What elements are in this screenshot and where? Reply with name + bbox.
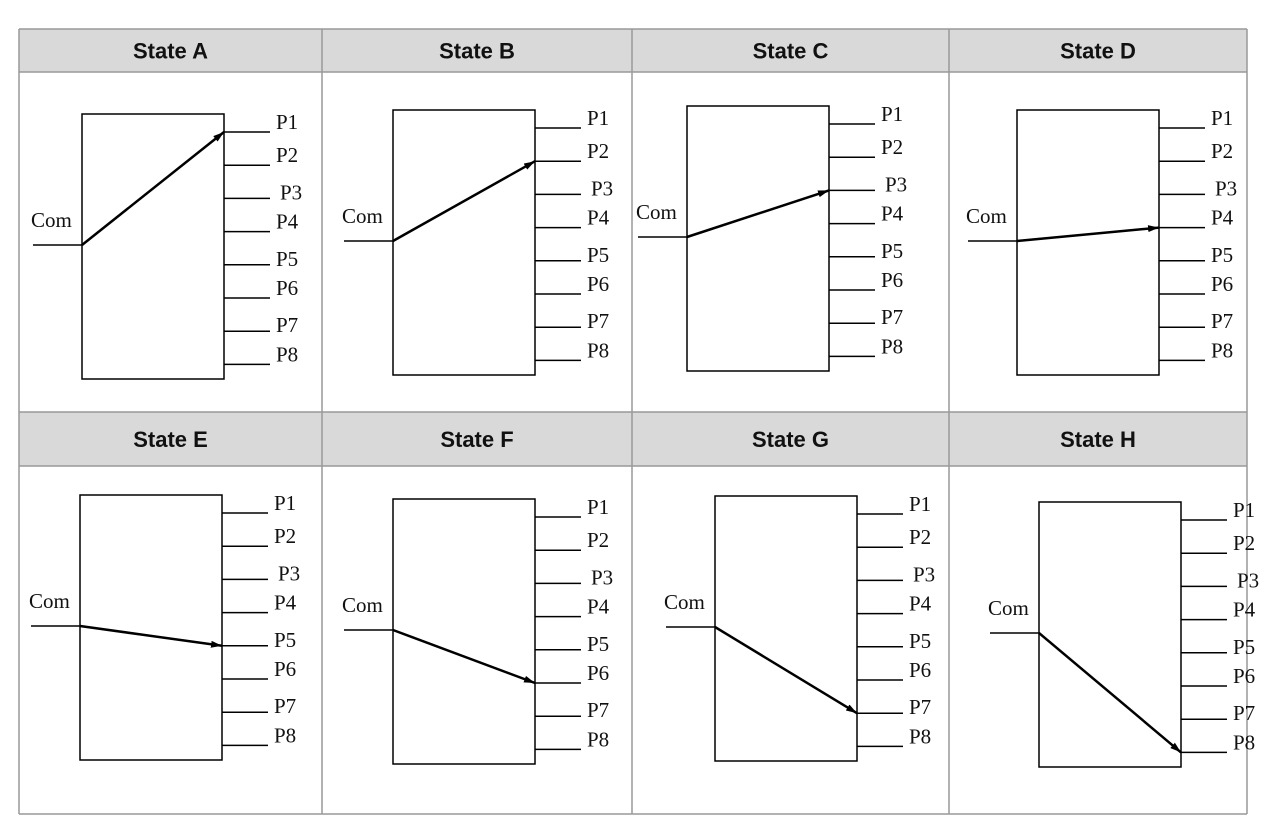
switch-arrow xyxy=(1038,632,1182,754)
port-label: P3 xyxy=(280,180,302,204)
port-label: P6 xyxy=(1211,272,1233,296)
port-label: P5 xyxy=(276,247,298,271)
port-label: P6 xyxy=(587,661,609,685)
state-title: State A xyxy=(133,39,208,64)
port-label: P8 xyxy=(276,342,298,366)
port-label: P4 xyxy=(276,210,299,234)
port-label: P8 xyxy=(1233,730,1255,754)
port-label: P3 xyxy=(885,172,907,196)
port-label: P8 xyxy=(1211,338,1233,362)
switch-box xyxy=(392,498,536,765)
port-label: P3 xyxy=(278,561,300,585)
port-label: P6 xyxy=(276,276,298,300)
port-label: P7 xyxy=(274,694,296,718)
com-label: Com xyxy=(988,596,1029,620)
port-label: P7 xyxy=(1211,309,1233,333)
port-label: P2 xyxy=(1233,531,1255,555)
state-title: State B xyxy=(439,39,515,64)
port-label: P1 xyxy=(587,495,609,519)
port-label: P6 xyxy=(587,272,609,296)
port-label: P4 xyxy=(881,202,904,226)
switch-arrow xyxy=(81,131,225,246)
port-label: P7 xyxy=(881,305,903,329)
port-label: P7 xyxy=(909,695,931,719)
port-label: P5 xyxy=(1233,635,1255,659)
state-title: State G xyxy=(752,427,829,452)
port-label: P2 xyxy=(909,525,931,549)
com-label: Com xyxy=(966,204,1007,228)
port-label: P7 xyxy=(587,309,609,333)
port-label: P2 xyxy=(587,528,609,552)
port-label: P1 xyxy=(587,106,609,130)
port-label: P2 xyxy=(274,524,296,548)
state-title: State F xyxy=(440,427,513,452)
port-label: P8 xyxy=(587,338,609,362)
state-title: State C xyxy=(753,39,829,64)
port-label: P3 xyxy=(1215,176,1237,200)
switch-arrow xyxy=(686,189,830,239)
port-label: P4 xyxy=(587,206,610,230)
port-label: P3 xyxy=(591,176,613,200)
switch-box xyxy=(1016,109,1160,376)
com-label: Com xyxy=(29,589,70,613)
port-label: P5 xyxy=(274,628,296,652)
port-label: P4 xyxy=(1233,598,1256,622)
port-label: P2 xyxy=(276,143,298,167)
header-row xyxy=(19,412,1247,466)
port-label: P5 xyxy=(881,239,903,263)
port-label: P6 xyxy=(909,658,931,682)
port-label: P7 xyxy=(587,698,609,722)
port-label: P1 xyxy=(881,102,903,126)
port-label: P6 xyxy=(274,657,296,681)
switch-box xyxy=(714,495,858,762)
port-label: P4 xyxy=(274,591,297,615)
port-label: P2 xyxy=(587,139,609,163)
port-label: P4 xyxy=(1211,206,1234,230)
com-label: Com xyxy=(31,208,72,232)
port-label: P8 xyxy=(909,724,931,748)
port-label: P5 xyxy=(1211,243,1233,267)
port-label: P4 xyxy=(587,595,610,619)
port-label: P3 xyxy=(591,565,613,589)
port-label: P8 xyxy=(881,334,903,358)
com-label: Com xyxy=(636,200,677,224)
port-label: P1 xyxy=(274,491,296,515)
port-label: P4 xyxy=(909,592,932,616)
port-label: P2 xyxy=(881,135,903,159)
switch-box xyxy=(686,105,830,372)
port-label: P3 xyxy=(1237,568,1259,592)
com-label: Com xyxy=(342,204,383,228)
switch-box xyxy=(392,109,536,376)
switch-arrow xyxy=(392,628,536,685)
state-title: State D xyxy=(1060,39,1136,64)
switch-arrow xyxy=(1016,225,1160,243)
port-label: P7 xyxy=(276,313,298,337)
port-label: P1 xyxy=(909,492,931,516)
port-label: P1 xyxy=(1233,498,1255,522)
port-label: P7 xyxy=(1233,701,1255,725)
switch-box xyxy=(79,494,223,761)
port-label: P5 xyxy=(587,243,609,267)
state-title: State E xyxy=(133,427,208,452)
port-label: P8 xyxy=(587,727,609,751)
port-label: P6 xyxy=(881,268,903,292)
port-label: P5 xyxy=(587,632,609,656)
switch-arrow xyxy=(392,160,536,243)
header-row xyxy=(19,29,1247,72)
switch-arrow xyxy=(714,625,858,715)
port-label: P8 xyxy=(274,723,296,747)
switch-box xyxy=(81,113,225,380)
port-label: P1 xyxy=(1211,106,1233,130)
port-label: P2 xyxy=(1211,139,1233,163)
port-label: P1 xyxy=(276,110,298,134)
com-label: Com xyxy=(342,593,383,617)
port-label: P3 xyxy=(913,562,935,586)
com-label: Com xyxy=(664,590,705,614)
switch-arrow xyxy=(79,624,223,648)
port-label: P5 xyxy=(909,629,931,653)
state-title: State H xyxy=(1060,427,1136,452)
port-label: P6 xyxy=(1233,664,1255,688)
